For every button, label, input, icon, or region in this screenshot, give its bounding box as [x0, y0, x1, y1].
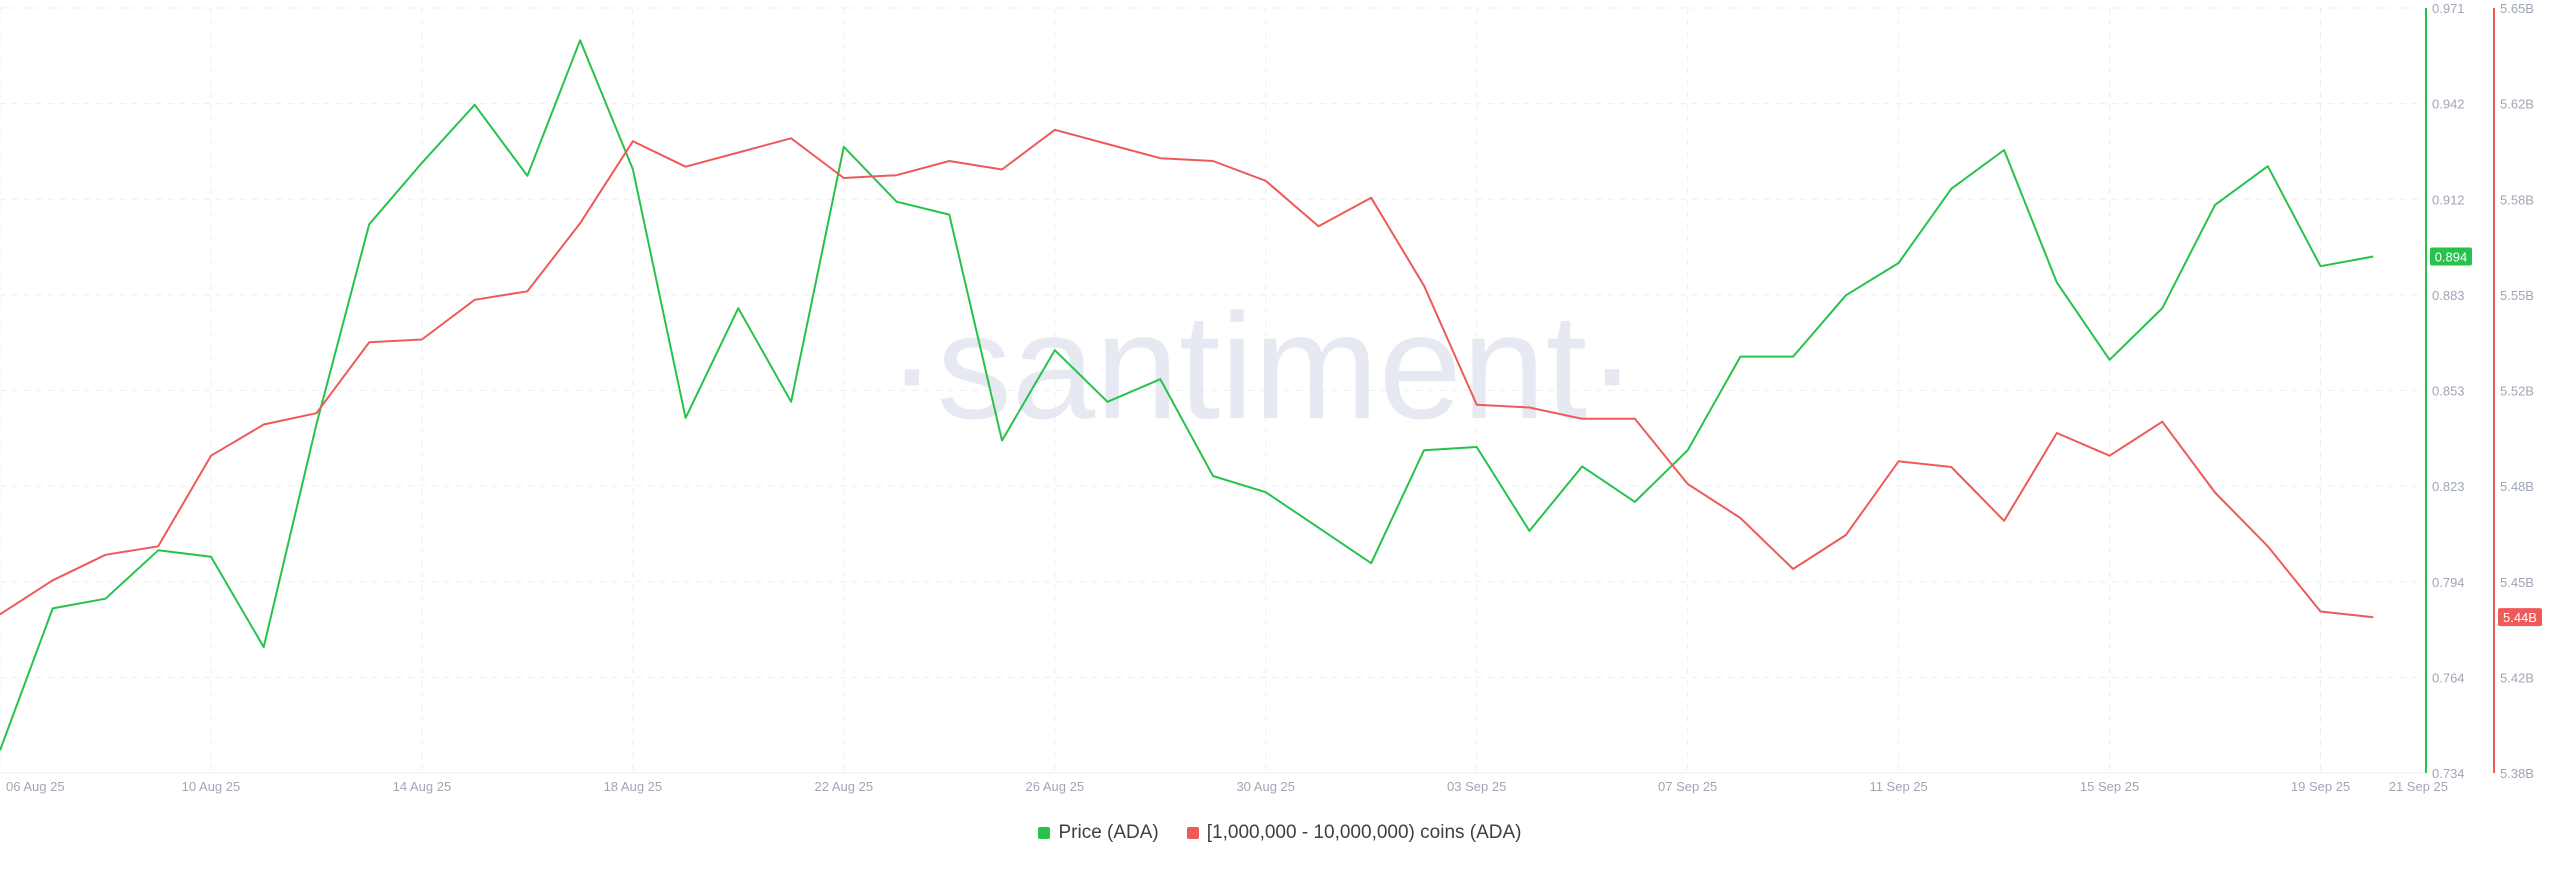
series	[0, 39, 2374, 751]
x-tick-label: 30 Aug 25	[1236, 779, 1295, 794]
y-left-tick-label: 0.853	[2432, 384, 2465, 399]
y-left-tick-label: 0.823	[2432, 479, 2465, 494]
price-current-badge-text: 0.894	[2435, 250, 2468, 265]
santiment-watermark: ·santiment·	[887, 282, 1637, 450]
y-left-tick-label: 0.971	[2432, 1, 2465, 16]
grid	[0, 7, 2426, 774]
x-tick-label: 06 Aug 25	[6, 779, 65, 794]
price-current-badge-bg	[2430, 247, 2472, 266]
legend-swatch-holders	[1186, 827, 1199, 839]
x-tick-label: 11 Sep 25	[1869, 779, 1927, 794]
legend-label-price: Price (ADA)	[1058, 822, 1159, 843]
x-tick-label: 26 Aug 25	[1026, 779, 1085, 794]
x-tick-label: 19 Sep 25	[2291, 779, 2350, 794]
y-right-tick-label: 5.38B	[2500, 766, 2534, 781]
legend-item-price[interactable]: Price (ADA)	[1038, 822, 1159, 844]
y-right-tick-label: 5.48B	[2500, 479, 2534, 494]
y-right-tick-label: 5.58B	[2500, 192, 2534, 207]
y-left-tick-label: 0.764	[2432, 670, 2465, 685]
holders-current-badge: 5.44B	[2498, 608, 2542, 627]
legend: Price (ADA) [1,000,000 - 10,000,000) coi…	[0, 822, 2560, 844]
y-left-tick-label: 0.734	[2432, 766, 2465, 781]
x-tick-label: 10 Aug 25	[182, 779, 241, 794]
x-tick-label: 21 Sep 25	[2389, 779, 2448, 794]
legend-label-holders: [1,000,000 - 10,000,000) coins (ADA)	[1206, 822, 1522, 843]
y-right-tick-label: 5.65B	[2500, 1, 2534, 16]
value-badges: 0.894 5.44B	[2430, 247, 2542, 627]
holders-current-badge-text: 5.44B	[2503, 610, 2537, 625]
y-right-tick-label: 5.45B	[2500, 575, 2534, 590]
y-left-tick-label: 0.942	[2432, 97, 2465, 112]
y-right-tick-label: 5.52B	[2500, 384, 2534, 399]
price-current-badge: 0.894	[2430, 247, 2472, 266]
y-right-tick-label: 5.55B	[2500, 288, 2534, 303]
x-tick-label: 15 Sep 25	[2080, 779, 2139, 794]
price-line[interactable]	[0, 39, 2374, 751]
x-tick-label: 22 Aug 25	[815, 779, 874, 794]
legend-swatch-price	[1038, 827, 1051, 839]
legend-item-holders[interactable]: [1,000,000 - 10,000,000) coins (ADA)	[1186, 822, 1522, 844]
axes: 0.971 5.65B 0.942 5.62B 0.912 5.58B 0.883 5.55B…	[6, 1, 2534, 794]
holders-line[interactable]	[0, 128, 2374, 619]
y-left-tick-label: 0.794	[2432, 575, 2465, 590]
x-tick-label: 07 Sep 25	[1658, 779, 1717, 794]
x-tick-label: 03 Sep 25	[1447, 779, 1506, 794]
x-tick-label: 18 Aug 25	[604, 779, 663, 794]
y-right-tick-label: 5.62B	[2500, 97, 2534, 112]
x-tick-label: 14 Aug 25	[393, 779, 452, 794]
y-right-tick-label: 5.42B	[2500, 670, 2534, 685]
y-left-tick-label: 0.912	[2432, 192, 2465, 207]
y-left-tick-label: 0.883	[2432, 288, 2465, 303]
holders-current-badge-bg	[2498, 608, 2542, 627]
